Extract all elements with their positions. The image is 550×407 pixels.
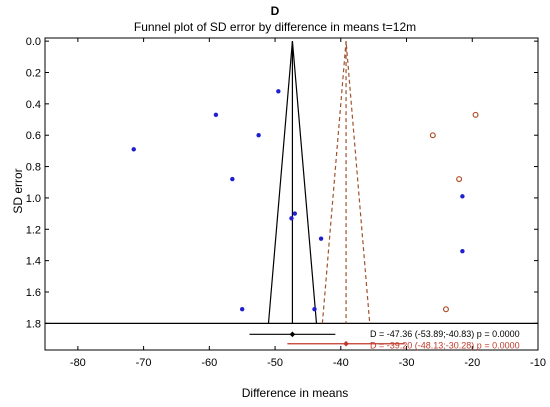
data-point xyxy=(312,307,317,312)
data-point xyxy=(230,176,235,182)
y-tick-label: 0.8 xyxy=(26,162,41,174)
data-point xyxy=(213,112,219,118)
y-tick-label: 0.4 xyxy=(26,99,41,111)
x-tick-label: -50 xyxy=(267,357,283,369)
summary-estimate xyxy=(289,331,296,338)
x-tick-label: -40 xyxy=(333,357,349,369)
data-point xyxy=(240,307,245,312)
data-point xyxy=(460,249,465,254)
panel-letter: D xyxy=(270,4,280,18)
x-tick-label: -30 xyxy=(399,357,415,369)
chart-title: Funnel plot of SD error by difference in… xyxy=(133,20,417,34)
data-point-open xyxy=(472,111,479,118)
y-tick-label: 0.0 xyxy=(26,36,41,48)
data-point xyxy=(460,194,465,199)
x-tick-label: -20 xyxy=(464,357,480,369)
summary-label: D = -39.20 (-48.13;-30.28) p = 0.0000 xyxy=(370,341,520,351)
y-tick-label: 0.2 xyxy=(26,67,41,79)
x-axis-label: Difference in means xyxy=(241,386,349,400)
summary-estimate xyxy=(343,340,349,347)
x-tick-label: -80 xyxy=(70,357,86,369)
plot-frame xyxy=(44,37,539,351)
data-point xyxy=(256,133,261,138)
data-point xyxy=(318,236,324,241)
x-tick-label: -10 xyxy=(530,357,546,369)
y-tick-label: 1.6 xyxy=(26,287,41,299)
y-tick-label: 1.0 xyxy=(26,193,41,205)
y-tick-label: 0.6 xyxy=(26,130,41,142)
x-tick-label: -70 xyxy=(136,357,152,369)
data-point-open xyxy=(456,176,463,183)
data-point xyxy=(292,211,297,216)
x-tick-label: -60 xyxy=(201,357,217,369)
summary-label: D = -47.36 (-53.89;-40.83) p = 0.0000 xyxy=(370,329,520,339)
y-tick-label: 1.2 xyxy=(26,224,41,236)
data-point xyxy=(289,216,294,221)
y-tick-label: 1.8 xyxy=(26,318,41,330)
y-tick-label: 1.4 xyxy=(26,256,41,268)
data-point-open xyxy=(429,132,436,139)
data-point xyxy=(276,89,281,94)
data-point-open xyxy=(442,306,449,313)
data-point xyxy=(131,147,136,152)
